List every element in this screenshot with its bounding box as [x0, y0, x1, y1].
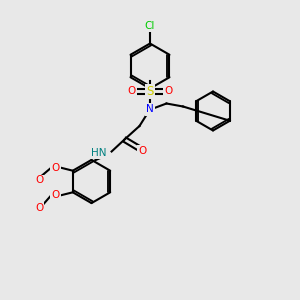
Text: Cl: Cl	[145, 21, 155, 31]
Text: O: O	[127, 86, 136, 97]
Text: O: O	[138, 146, 146, 157]
Text: O: O	[164, 86, 173, 97]
Text: O: O	[51, 163, 59, 173]
Text: O: O	[35, 203, 43, 213]
Text: N: N	[146, 104, 154, 115]
Text: HN: HN	[91, 148, 106, 158]
Text: S: S	[146, 85, 154, 98]
Text: O: O	[51, 190, 59, 200]
Text: O: O	[35, 175, 43, 185]
